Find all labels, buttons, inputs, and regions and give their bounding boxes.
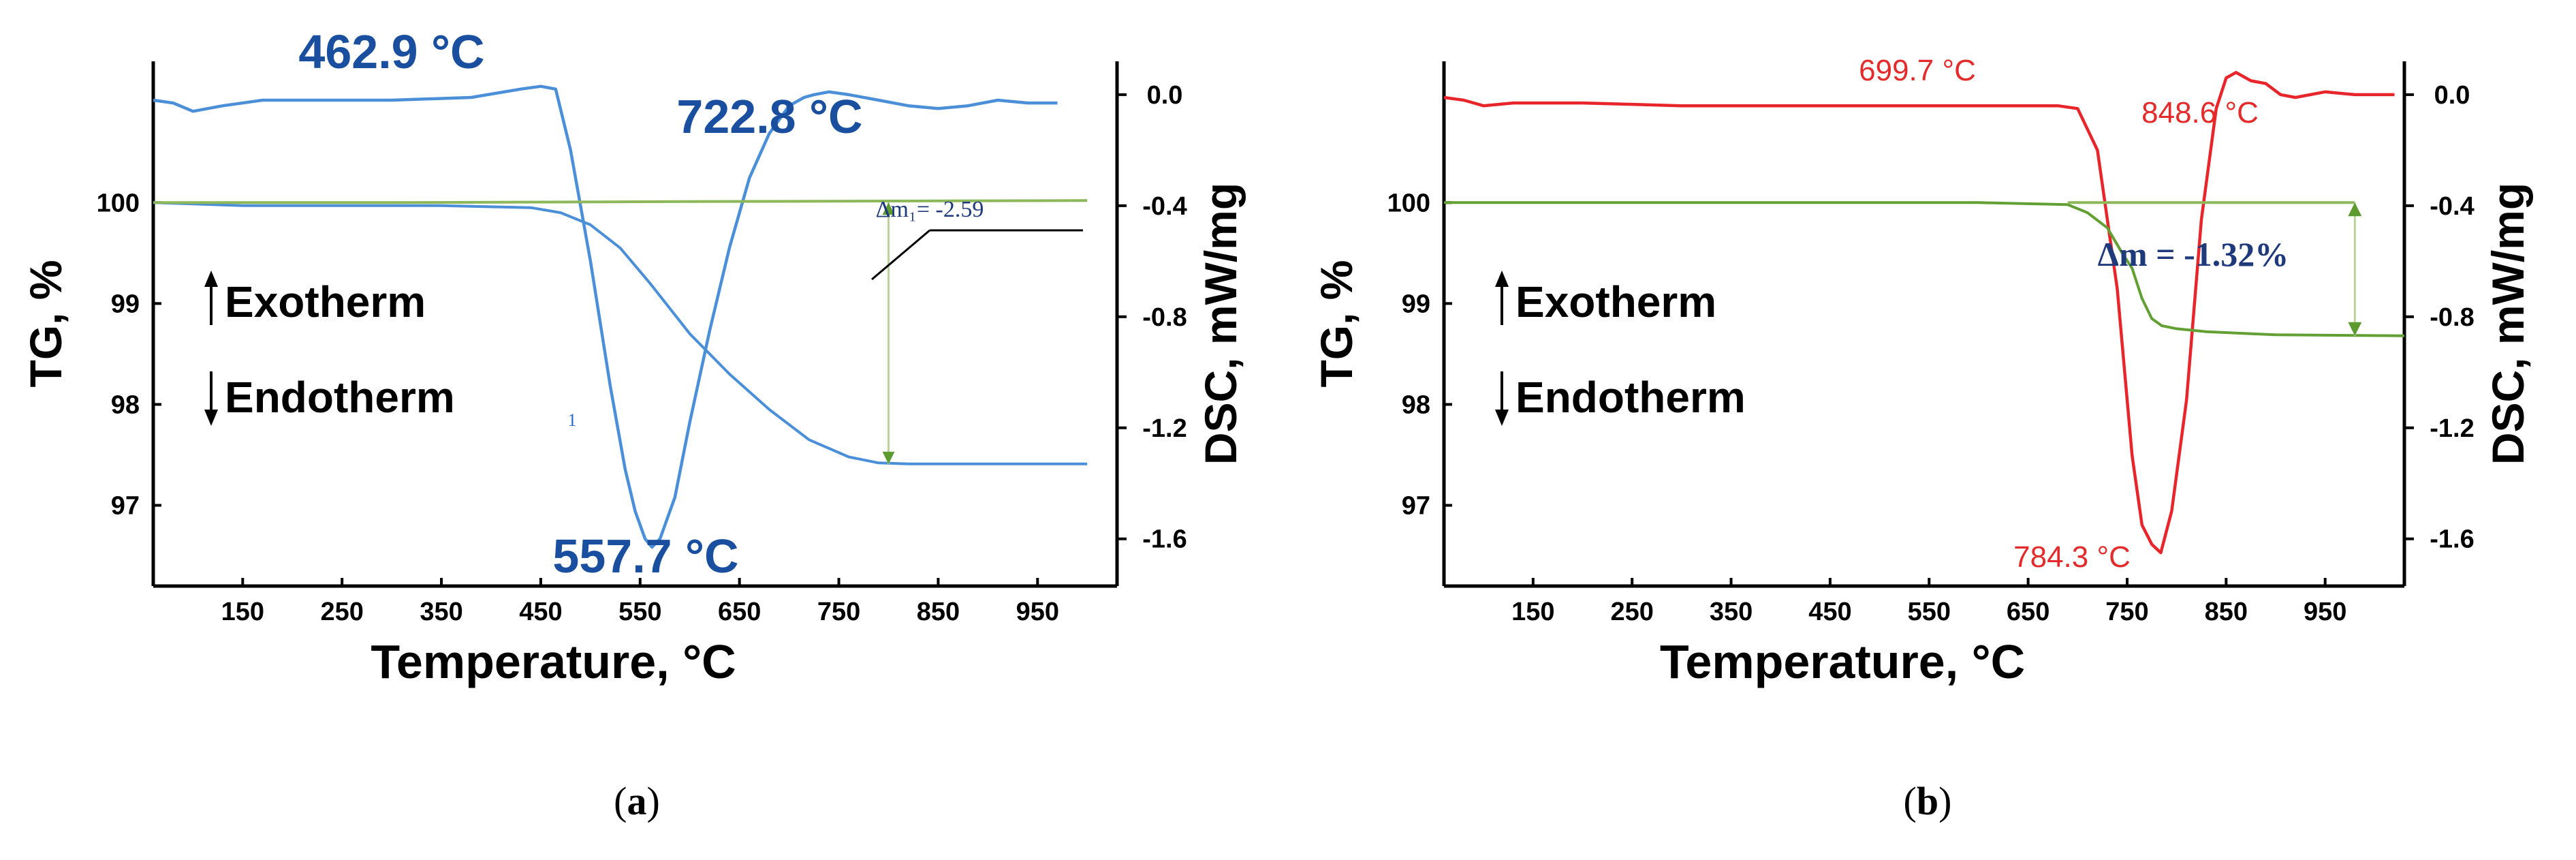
annotation-label: 848.6 °C — [2141, 96, 2259, 129]
x-axis-title: Temperature, °C — [1660, 635, 2025, 688]
y-right-tick-label: -0.8 — [2430, 303, 2474, 332]
x-tick-label: 150 — [221, 598, 264, 626]
x-tick-label: 550 — [618, 598, 661, 626]
dsc-curve-0 — [1443, 71, 2395, 555]
dm-arrow-down — [2348, 322, 2362, 336]
x-tick-label: 850 — [917, 598, 960, 626]
x-tick-label: 150 — [1511, 598, 1554, 626]
annotation-label: Δm₁= -2.59 — [876, 197, 984, 222]
y-right-tick-label: 0.0 — [2434, 81, 2470, 110]
x-tick-label: 950 — [1016, 598, 1059, 626]
legend-exotherm: Exotherm — [225, 277, 426, 326]
y-right-tick-label: -1.6 — [1142, 525, 1187, 554]
y-left-axis-title: TG, % — [20, 260, 71, 387]
x-tick-label: 350 — [1710, 598, 1753, 626]
dm-leader-line — [871, 229, 930, 281]
y-left-tick-label: 100 — [97, 189, 140, 217]
x-tick-label: 250 — [320, 598, 363, 626]
exotherm-arrowhead — [204, 271, 218, 287]
annotation-label: 557.7 °C — [552, 529, 738, 583]
y-right-tick-label: -1.2 — [2430, 414, 2474, 443]
chart-panel-b: 150 250 350 450 550 650 750 850 950 97 98 99 100 0.0 -… — [1311, 54, 2533, 823]
annotation-label: 784.3 °C — [2013, 540, 2131, 574]
y-right-tick-label: -1.6 — [2430, 525, 2474, 554]
y-left-tick-label: 100 — [1387, 189, 1430, 217]
y-right-tick-label: -0.8 — [1142, 303, 1187, 332]
x-tick-label: 550 — [1908, 598, 1951, 626]
tg-curve-2 — [153, 199, 1088, 204]
x-tick-label: 250 — [1610, 598, 1653, 626]
y-left-tick-label: 98 — [1402, 390, 1430, 419]
dm-arrow-up — [882, 202, 895, 215]
endotherm-arrowhead — [1495, 410, 1509, 426]
exotherm-arrowhead — [1495, 271, 1509, 287]
legend-exotherm: Exotherm — [1515, 277, 1716, 326]
annotation-label: Δm = -1.32% — [2098, 235, 2289, 273]
x-tick-label: 850 — [2205, 598, 2248, 626]
y-right-tick-label: 0.0 — [1147, 81, 1183, 110]
y-left-axis-title: TG, % — [1311, 260, 1362, 387]
y-left-tick-label: 99 — [111, 290, 140, 318]
x-tick-label: 750 — [2105, 598, 2148, 626]
dm-arrow-up — [2348, 202, 2362, 217]
x-tick-label: 450 — [519, 598, 562, 626]
legend-endotherm: Endotherm — [225, 373, 455, 422]
legend-endotherm: Endotherm — [1515, 373, 1746, 422]
y-right-tick-label: -0.4 — [1142, 192, 1187, 221]
annotation-label: 1 — [568, 410, 577, 430]
panel-caption: (a) — [614, 779, 660, 823]
y-left-tick-label: 97 — [111, 492, 140, 521]
x-tick-label: 950 — [2304, 598, 2346, 626]
x-tick-label: 750 — [817, 598, 860, 626]
x-axis-title: Temperature, °C — [371, 635, 736, 688]
dm-arrow-down — [882, 451, 895, 464]
y-left-tick-label: 98 — [111, 390, 140, 419]
y-left-tick-label: 99 — [1402, 290, 1430, 318]
y-right-axis-title: DSC, mW/mg — [1195, 183, 1246, 465]
x-tick-label: 350 — [420, 598, 462, 626]
x-tick-label: 650 — [2007, 598, 2049, 626]
chart-panel-a: 150 250 350 450 550 650 750 850 950 97 98 99 100 0.0 -… — [20, 25, 1246, 823]
x-tick-label: 450 — [1808, 598, 1851, 626]
dsc-curve-0 — [153, 85, 1058, 549]
annotation-label: 699.7 °C — [1859, 54, 1976, 87]
annotation-label: 722.8 °C — [676, 90, 862, 143]
y-right-tick-label: -0.4 — [2430, 192, 2474, 221]
endotherm-arrowhead — [204, 410, 218, 426]
annotation-label: 462.9 °C — [298, 25, 484, 78]
tg-curve-1 — [1444, 201, 2405, 337]
x-tick-label: 650 — [718, 598, 761, 626]
y-right-tick-label: -1.2 — [1142, 414, 1187, 443]
panel-caption: (b) — [1904, 779, 1952, 823]
y-left-tick-label: 97 — [1402, 492, 1430, 521]
tg-curve-1 — [153, 201, 1088, 465]
y-right-axis-title: DSC, mW/mg — [2483, 183, 2533, 465]
